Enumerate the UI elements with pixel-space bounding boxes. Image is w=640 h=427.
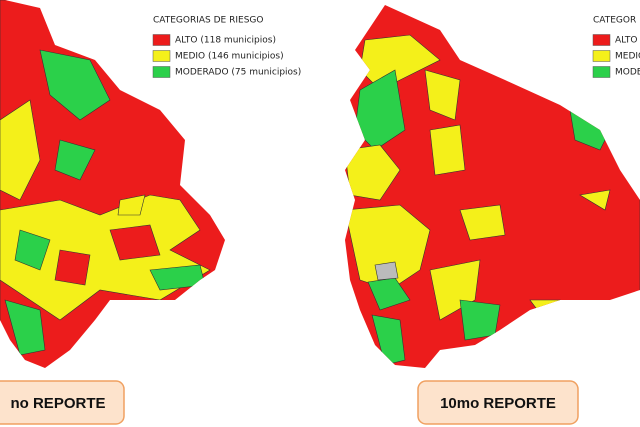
legend-swatch — [152, 66, 171, 78]
legend-item: MODERADO (75 municipios) — [175, 68, 301, 78]
legend-item: ALTO (118 municipios) — [175, 36, 276, 46]
label-box — [417, 380, 579, 425]
legend-item: MEDIO — [615, 52, 640, 62]
legend-item: ALTO — [615, 36, 638, 46]
legend-swatch — [152, 50, 171, 62]
label-box — [0, 380, 125, 425]
legend-title: CATEGOR — [593, 16, 636, 26]
legend-swatch — [152, 34, 171, 46]
legend-item: MODERA — [615, 68, 640, 78]
legends: CATEGORIAS DE RIESGO ALTO (118 municipios… — [152, 16, 640, 78]
legend-swatch — [592, 34, 611, 46]
report-label: 10mo REPORTE — [440, 395, 556, 412]
legend-swatch — [592, 66, 611, 78]
legend-swatch — [592, 50, 611, 62]
report-label: no REPORTE — [10, 395, 105, 412]
legend-title: CATEGORIAS DE RIESGO — [153, 16, 263, 26]
legend-item: MEDIO (146 municipios) — [175, 52, 284, 62]
